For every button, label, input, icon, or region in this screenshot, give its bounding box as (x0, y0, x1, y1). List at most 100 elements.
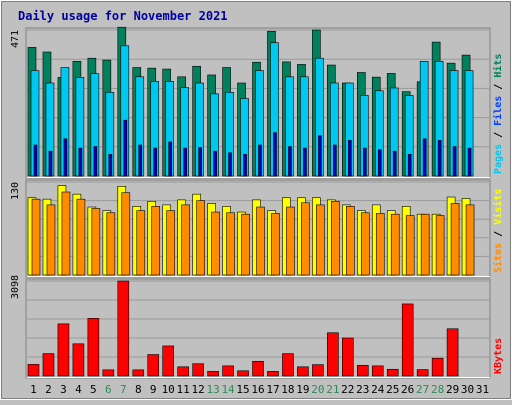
bar-kbytes-day-19 (297, 366, 309, 377)
right-legend: KBytes (493, 338, 504, 374)
y-max-label: 130 (10, 182, 21, 200)
x-tick-label-15: 15 (236, 383, 249, 396)
bar-sites-day-8 (136, 210, 146, 276)
legend-hits: Hits (492, 54, 504, 78)
bar-kbytes-day-9 (147, 354, 160, 377)
bar-kbytes-day-7 (117, 280, 130, 377)
x-tick-label-1: 1 (30, 383, 37, 396)
bar-pages-day-2 (48, 150, 53, 177)
bar-pages-day-7 (123, 119, 128, 177)
bar-sites-day-6 (106, 212, 116, 276)
x-tick-label-9: 9 (150, 383, 157, 396)
bar-pages-day-11 (183, 147, 187, 177)
bar-sites-day-21 (331, 201, 340, 276)
bar-kbytes-day-6 (102, 369, 115, 377)
bar-sites-day-10 (166, 210, 176, 276)
bar-kbytes-day-20 (312, 364, 324, 377)
bar-pages-day-13 (213, 150, 217, 177)
bar-sites-day-5 (91, 208, 101, 276)
bar-sites-day-12 (196, 200, 205, 276)
x-tick-label-3: 3 (60, 383, 67, 396)
bar-kbytes-day-16 (252, 360, 264, 377)
bar-kbytes-day-26 (401, 303, 414, 377)
x-tick-label-11: 11 (177, 383, 190, 396)
x-tick-label-23: 23 (356, 383, 369, 396)
bar-pages-day-25 (392, 150, 397, 177)
bar-sites-day-2 (46, 204, 56, 276)
bar-kbytes-day-29 (446, 328, 459, 377)
x-axis: 1 2 3 4 5 6 7 8 9 10 11 12 13 14 15 16 17 18 19 20 21 22 23 24 2… (30, 383, 489, 396)
x-tick-label-18: 18 (281, 383, 294, 396)
bar-sites-day-28 (435, 215, 445, 276)
bar-kbytes-day-10 (162, 345, 175, 377)
x-tick-label-10: 10 (162, 383, 175, 396)
legend-separator: / (493, 78, 504, 96)
x-tick-label-8: 8 (135, 383, 142, 396)
bar-sites-day-25 (390, 213, 400, 276)
bar-sites-day-29 (450, 203, 460, 276)
bar-sites-day-17 (271, 213, 280, 276)
x-tick-label-19: 19 (296, 383, 309, 396)
bar-kbytes-day-22 (342, 337, 354, 377)
bar-kbytes-day-13 (207, 371, 219, 377)
bar-sites-day-23 (360, 212, 370, 276)
bar-sites-day-11 (181, 204, 190, 276)
x-tick-label-7: 7 (120, 383, 127, 396)
bar-kbytes-day-8 (132, 369, 145, 377)
x-tick-label-26: 26 (401, 383, 414, 396)
bar-pages-day-20 (318, 135, 322, 177)
bar-kbytes-day-5 (87, 318, 100, 377)
x-tick-label-2: 2 (45, 383, 52, 396)
bar-kbytes-day-28 (431, 357, 444, 377)
legend-pages: Pages (493, 144, 504, 174)
x-tick-label-4: 4 (75, 383, 82, 396)
bar-pages-day-27 (422, 138, 427, 177)
x-tick-label-28: 28 (431, 383, 444, 396)
bar-kbytes-day-18 (282, 353, 294, 377)
x-tick-label-25: 25 (386, 383, 399, 396)
right-legend: Pages / Files / Hits (492, 54, 504, 174)
bar-sites-day-1 (31, 198, 41, 276)
legend-files: Files (492, 96, 504, 126)
bar-pages-day-30 (467, 147, 472, 177)
bar-pages-day-15 (243, 154, 247, 177)
bar-sites-day-9 (151, 206, 161, 276)
bar-pages-day-8 (138, 144, 143, 177)
bar-pages-day-16 (258, 144, 262, 177)
bar-pages-day-14 (228, 152, 232, 177)
bar-sites-day-3 (61, 191, 71, 276)
bar-pages-day-24 (377, 149, 382, 177)
panel-visits_sites: 130 Sites / Visits (10, 179, 504, 278)
x-tick-label-24: 24 (371, 383, 385, 396)
bar-kbytes-day-14 (222, 365, 234, 377)
bar-sites-day-24 (375, 213, 385, 276)
bar-sites-day-19 (301, 202, 310, 276)
bar-pages-day-28 (437, 140, 442, 177)
bar-pages-day-19 (303, 147, 307, 177)
bar-pages-day-22 (348, 140, 352, 177)
panel-kbytes: 3098 KBytes (10, 275, 504, 379)
bar-kbytes-day-25 (386, 368, 399, 377)
x-tick-label-29: 29 (446, 383, 459, 396)
bar-pages-day-1 (33, 144, 38, 177)
legend-separator: / (493, 126, 504, 144)
x-tick-label-17: 17 (266, 383, 279, 396)
legend-visits: Visits (492, 189, 504, 225)
bar-kbytes-day-24 (371, 365, 384, 377)
bar-pages-day-9 (153, 147, 158, 177)
x-tick-label-12: 12 (192, 383, 205, 396)
chart-panels: 471 Pages / Files / Hits 130 Sites / Visits… (10, 26, 504, 379)
x-tick-label-22: 22 (341, 383, 354, 396)
panel-hits_files_pages: 471 Pages / Files / Hits (10, 26, 504, 179)
bar-kbytes-day-3 (57, 323, 70, 377)
bar-sites-day-27 (420, 213, 430, 276)
bar-kbytes-day-17 (267, 371, 279, 377)
legend-separator: / (493, 225, 504, 243)
bar-pages-day-21 (333, 144, 337, 177)
x-tick-label-30: 30 (461, 383, 474, 396)
bar-kbytes-day-15 (237, 370, 249, 377)
bar-pages-day-12 (198, 147, 202, 177)
bar-kbytes-day-11 (177, 366, 189, 377)
bar-pages-day-4 (78, 147, 83, 177)
